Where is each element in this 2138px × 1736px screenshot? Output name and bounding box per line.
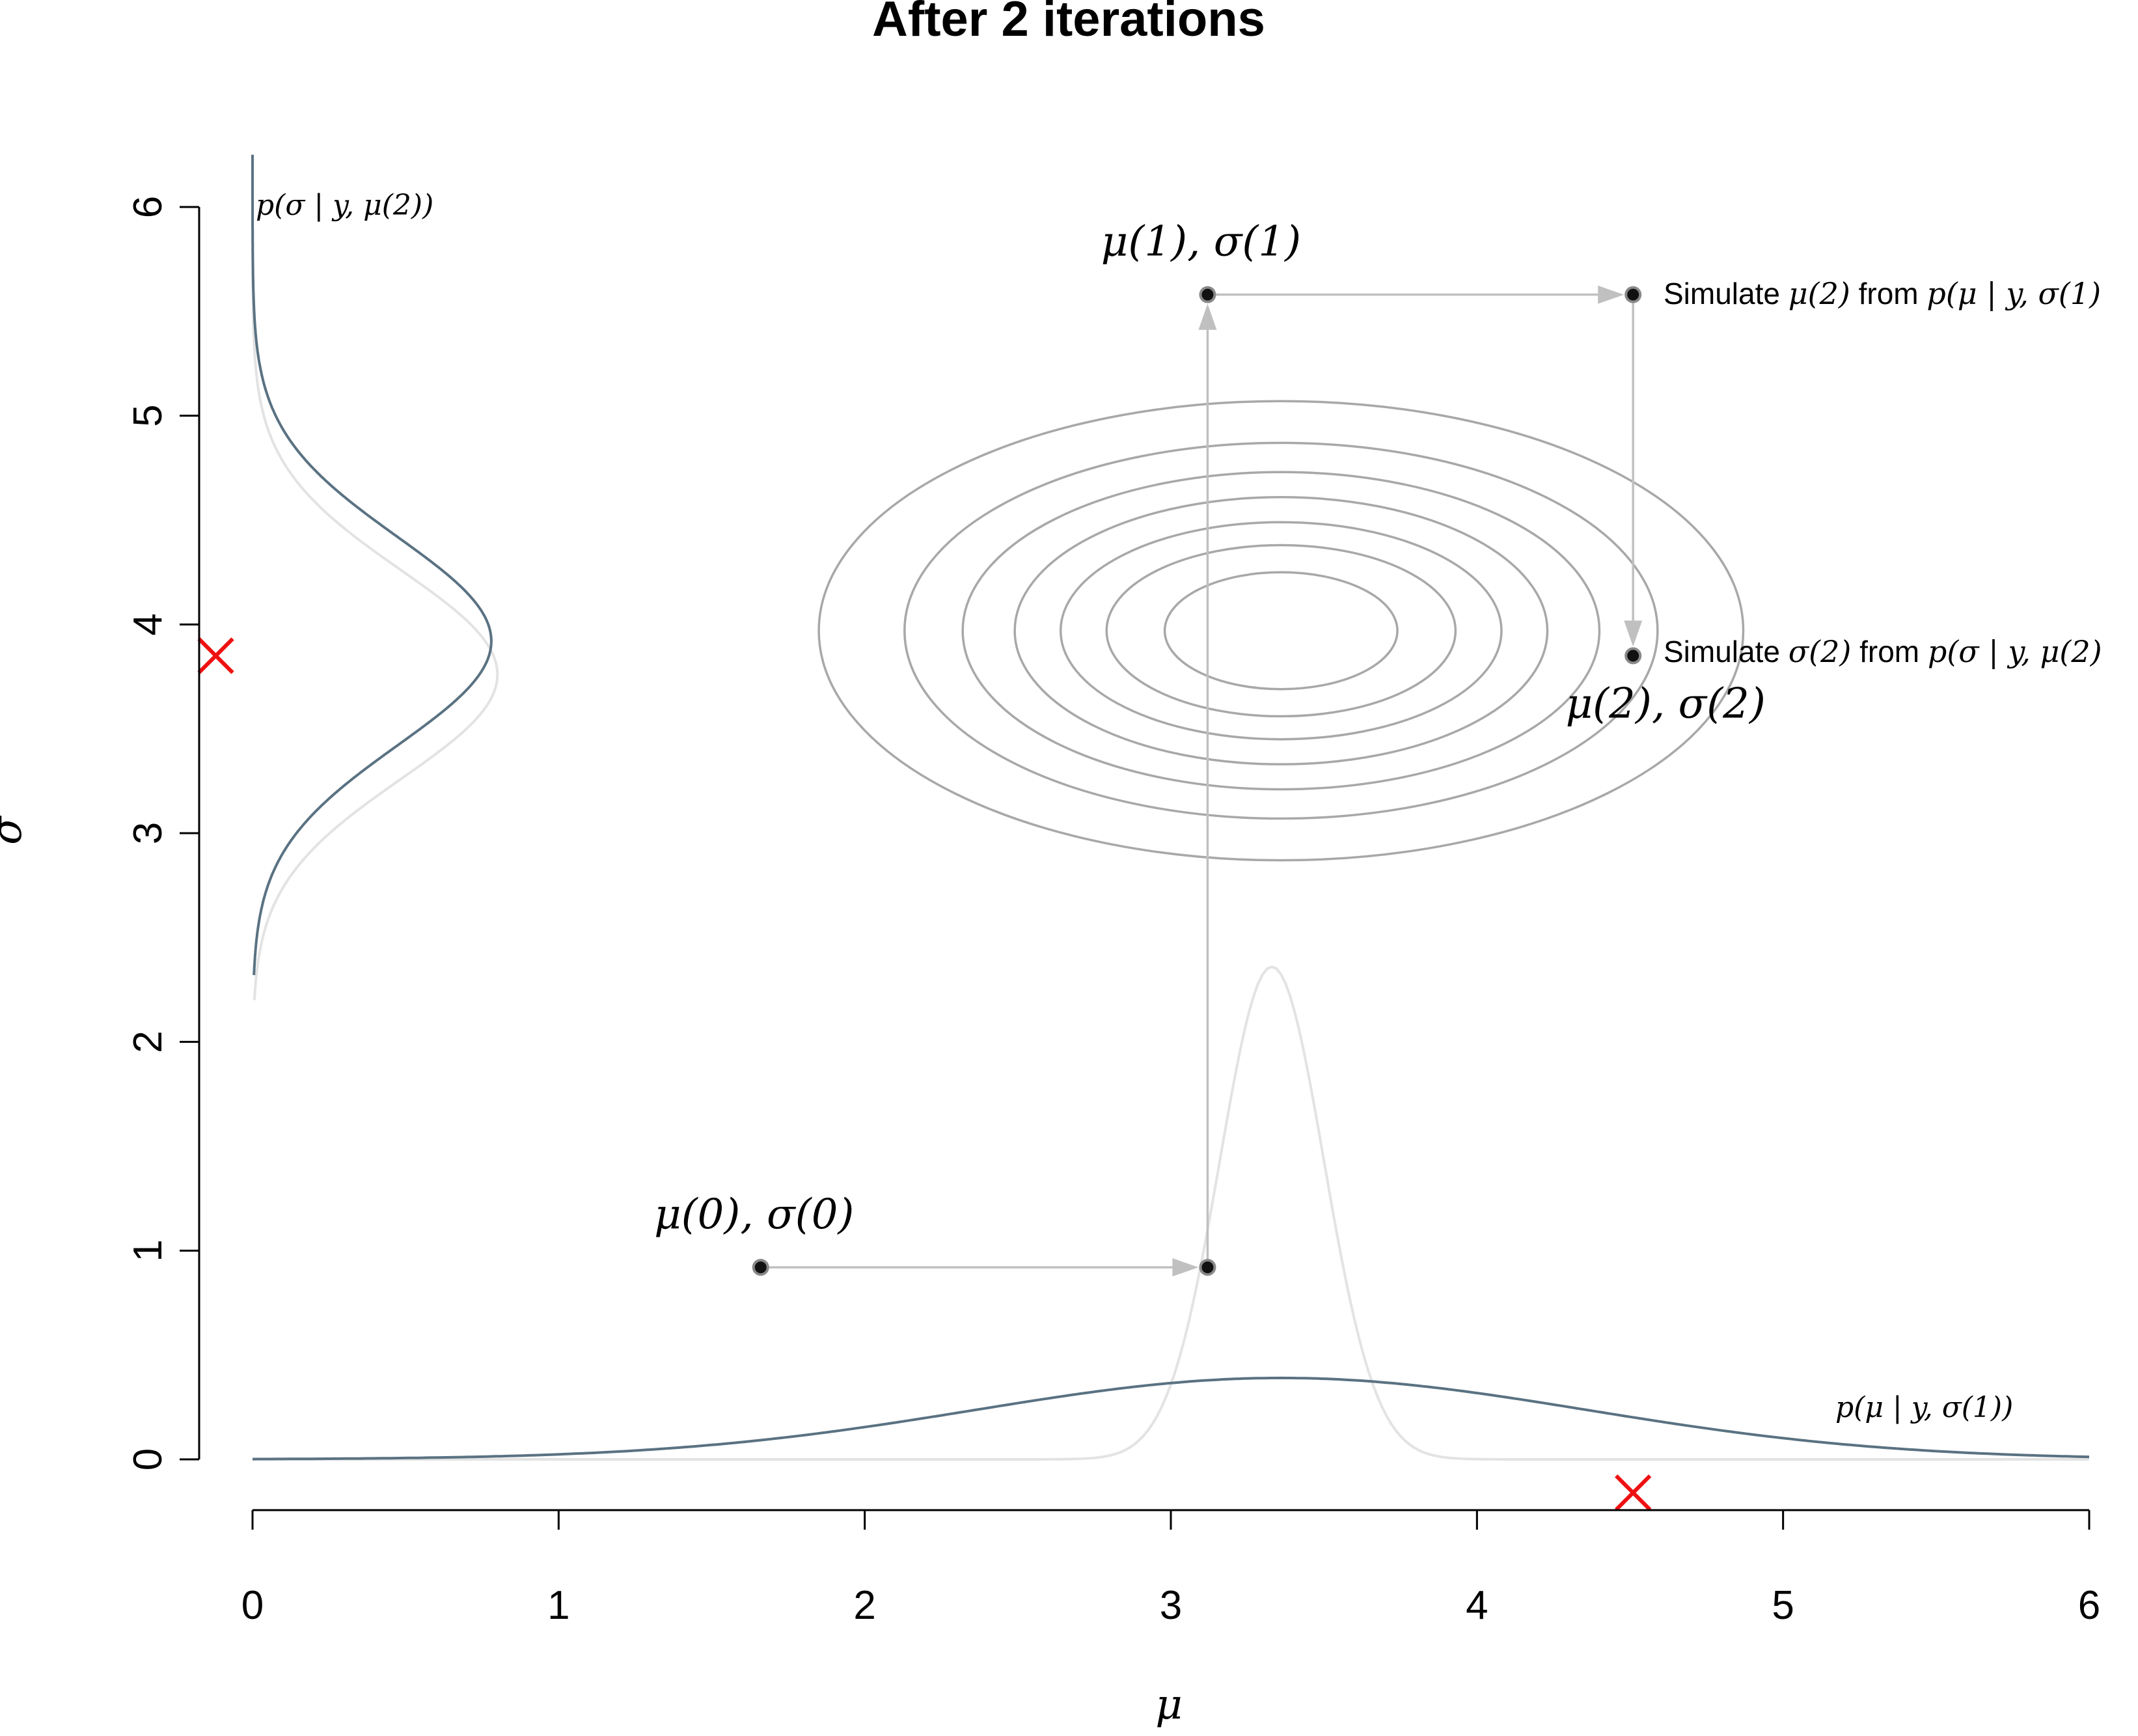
annotation-sigma-prefix: Simulate (1664, 635, 1789, 668)
conditional-densities (251, 154, 2090, 1461)
x-tick-label: 1 (547, 1583, 569, 1628)
point-label: μ(1), σ(1) (1101, 218, 1301, 266)
arrow-head (1172, 1258, 1199, 1276)
contour-ellipse (1059, 521, 1503, 741)
annotation-sigma-mid: from (1859, 635, 1928, 668)
gibbs-point (1199, 286, 1216, 303)
arrow-head (1198, 303, 1217, 330)
density-label-mu: p(μ | y, σ(1)) (1835, 1391, 2013, 1424)
annotation-simulate-mu: Simulate μ(2) from p(μ | y, σ(1) (1664, 276, 2101, 311)
previous-mu-density (253, 965, 2089, 1461)
annotation-mu-mid: from (1859, 277, 1927, 310)
annotation-mu-symbol: μ(2) (1789, 276, 1850, 311)
contour-ellipse (1013, 495, 1549, 765)
gibbs-point (752, 1258, 769, 1276)
y-tick-label: 1 (126, 1239, 171, 1261)
y-tick-label: 4 (126, 613, 171, 635)
gibbs-point (1199, 1258, 1216, 1276)
axes: 0 1 2 3 4 5 6 0 1 2 3 4 5 6 (126, 196, 2100, 1628)
true-value-marker (197, 637, 234, 674)
annotation-sigma-symbol: σ(2) (1789, 634, 1852, 669)
annotation-mu-prefix: Simulate (1664, 277, 1789, 310)
density-label-sigma: p(σ | y, μ(2)) (256, 189, 433, 222)
chart-title: After 2 iterations (872, 0, 1265, 47)
gibbs-path-arrows (760, 285, 1643, 1276)
contour-ellipse (817, 400, 1745, 862)
x-tick-label: 6 (2078, 1583, 2100, 1628)
x-tick-label: 0 (241, 1583, 264, 1628)
x-tick-label: 2 (853, 1583, 875, 1628)
y-tick-label: 5 (126, 404, 171, 426)
x-tick-label: 4 (1466, 1583, 1488, 1628)
contour-ellipse (1105, 544, 1457, 718)
gibbs-point (1624, 286, 1642, 303)
contour-ellipse (903, 441, 1659, 820)
y-axis-label: σ (0, 815, 31, 845)
contour-ellipse (1163, 571, 1399, 691)
mu-conditional-density (252, 1376, 2090, 1461)
point-label: μ(2), σ(2) (1566, 680, 1766, 728)
previous-sigma-density (251, 165, 499, 1000)
x-tick-label: 5 (1772, 1583, 1794, 1628)
y-tick-label: 3 (126, 822, 171, 844)
gibbs-point (1624, 647, 1642, 665)
posterior-contours (817, 400, 1745, 862)
sigma-conditional-density (251, 154, 493, 976)
y-tick-label: 2 (126, 1030, 171, 1053)
y-tick-label: 6 (126, 196, 171, 218)
x-axis-label: μ (1155, 1681, 1183, 1729)
true-value-marker (1615, 1474, 1652, 1511)
point-labels: μ(0), σ(0) μ(1), σ(1) μ(2), σ(2) (654, 218, 1766, 1239)
arrow-head (1598, 285, 1624, 304)
true-value-markers (197, 637, 1652, 1511)
annotation-sigma-dist: p(σ | y, μ(2) (1928, 634, 2102, 669)
point-label: μ(0), σ(0) (654, 1191, 854, 1239)
arrow-head (1624, 620, 1643, 647)
annotation-mu-dist: p(μ | y, σ(1) (1926, 276, 2101, 311)
x-tick-label: 3 (1160, 1583, 1182, 1628)
annotation-simulate-sigma: Simulate σ(2) from p(σ | y, μ(2) (1664, 634, 2102, 669)
gibbs-points (752, 286, 1642, 1276)
contour-ellipse (961, 471, 1601, 791)
y-tick-label: 0 (126, 1448, 171, 1470)
